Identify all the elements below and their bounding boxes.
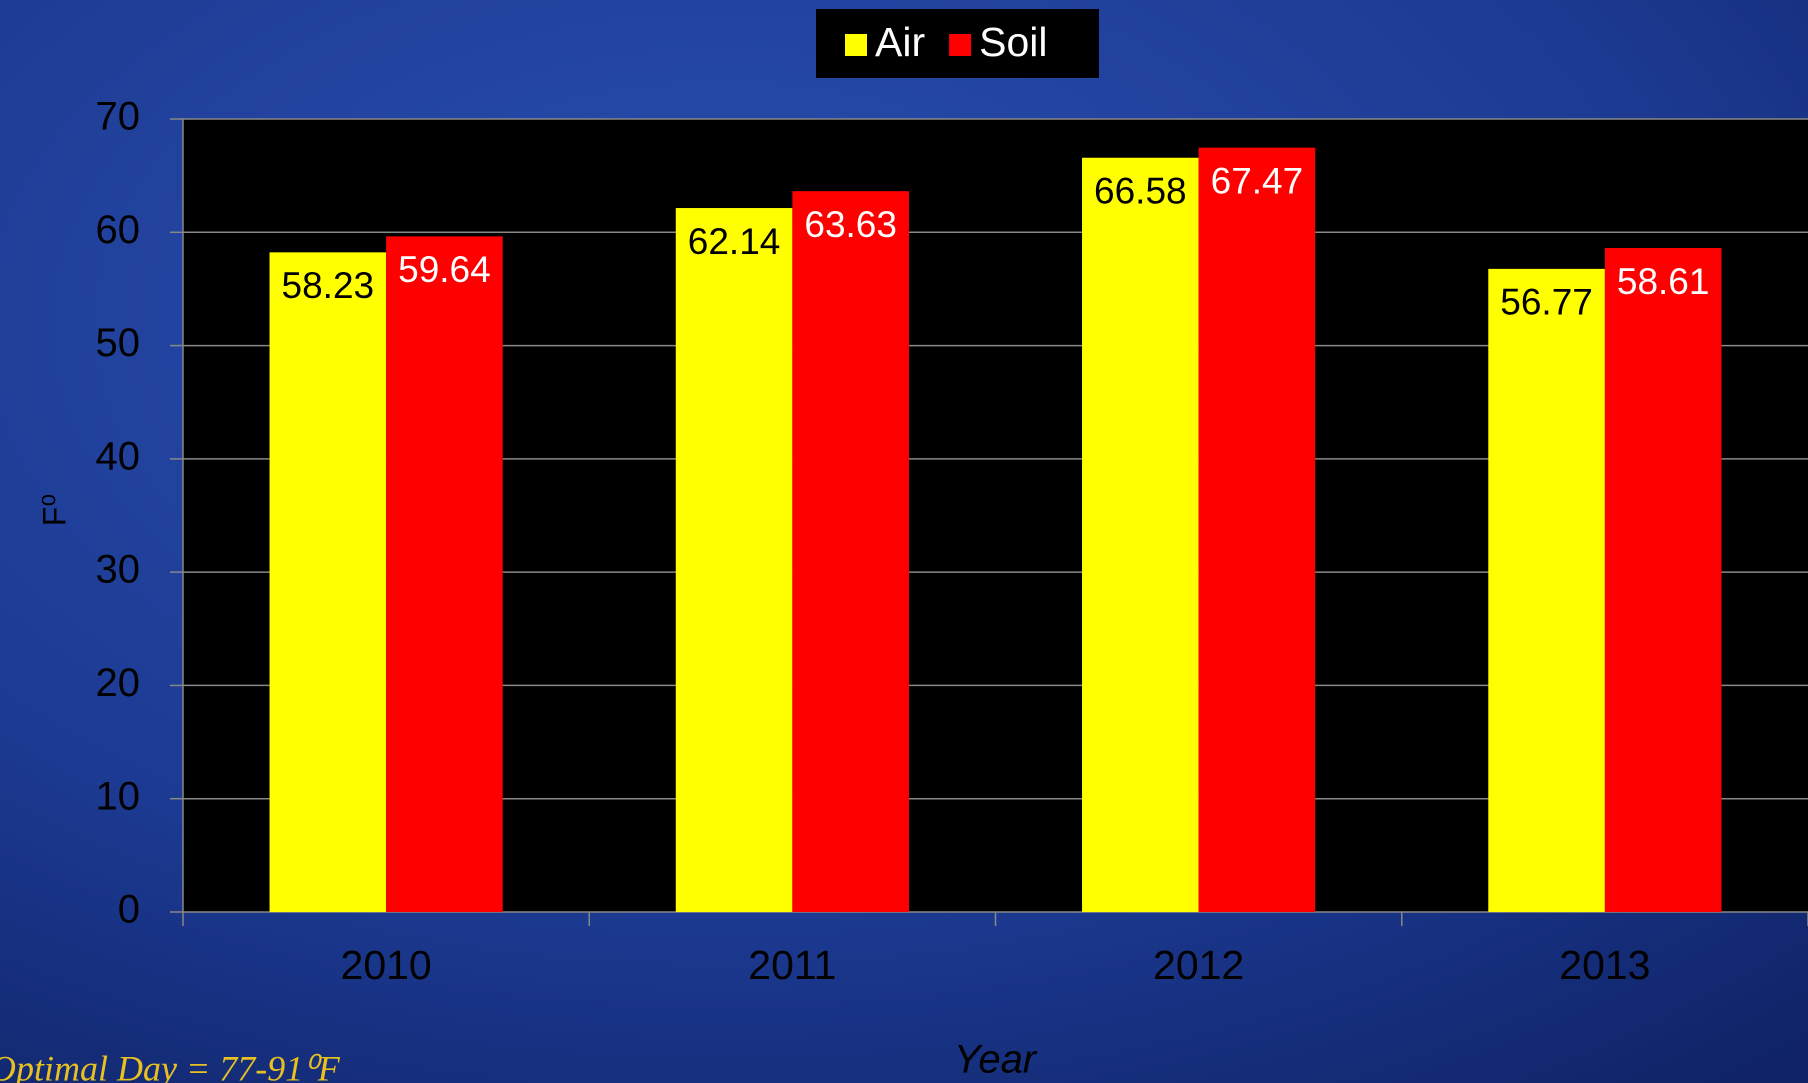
legend-swatch — [949, 34, 971, 56]
x-tick-label: 2012 — [1153, 942, 1244, 988]
x-tick-label: 2010 — [341, 942, 432, 988]
y-tick-label: 30 — [96, 548, 141, 592]
bar — [1488, 269, 1605, 912]
bar — [792, 191, 909, 912]
y-axis-label: F⁰ — [36, 494, 72, 526]
bar — [1605, 248, 1722, 912]
legend-swatch — [845, 34, 867, 56]
bar — [270, 252, 387, 912]
y-tick-label: 50 — [96, 321, 141, 365]
y-tick-label: 10 — [96, 774, 141, 818]
x-tick-label: 2011 — [748, 942, 836, 988]
bar — [386, 236, 503, 912]
bar — [676, 208, 793, 912]
x-axis-label: Year — [954, 1038, 1038, 1082]
y-tick-label: 0 — [118, 888, 140, 932]
data-label: 59.64 — [398, 249, 491, 290]
data-label: 63.63 — [804, 204, 897, 245]
x-tick-label: 2013 — [1559, 942, 1650, 988]
chart: F⁰ Year Optimal Day = 77-91⁰F 0 10 20 30 40 5… — [0, 0, 1808, 1083]
data-label: 62.14 — [688, 221, 781, 262]
data-label: 58.61 — [1617, 261, 1710, 302]
data-label: 67.47 — [1211, 160, 1304, 201]
y-tick-label: 40 — [96, 434, 141, 478]
y-tick-label: 70 — [96, 95, 141, 139]
legend-label: Air — [875, 19, 925, 65]
bar — [1082, 158, 1199, 912]
legend-label: Soil — [979, 19, 1047, 65]
data-label: 56.77 — [1500, 282, 1593, 323]
data-label: 66.58 — [1094, 171, 1187, 212]
y-tick-label: 20 — [96, 661, 141, 705]
annotation: Optimal Day = 77-91⁰F — [0, 1048, 341, 1083]
data-label: 58.23 — [282, 265, 375, 306]
bar — [1199, 148, 1316, 912]
y-tick-label: 60 — [96, 208, 141, 252]
